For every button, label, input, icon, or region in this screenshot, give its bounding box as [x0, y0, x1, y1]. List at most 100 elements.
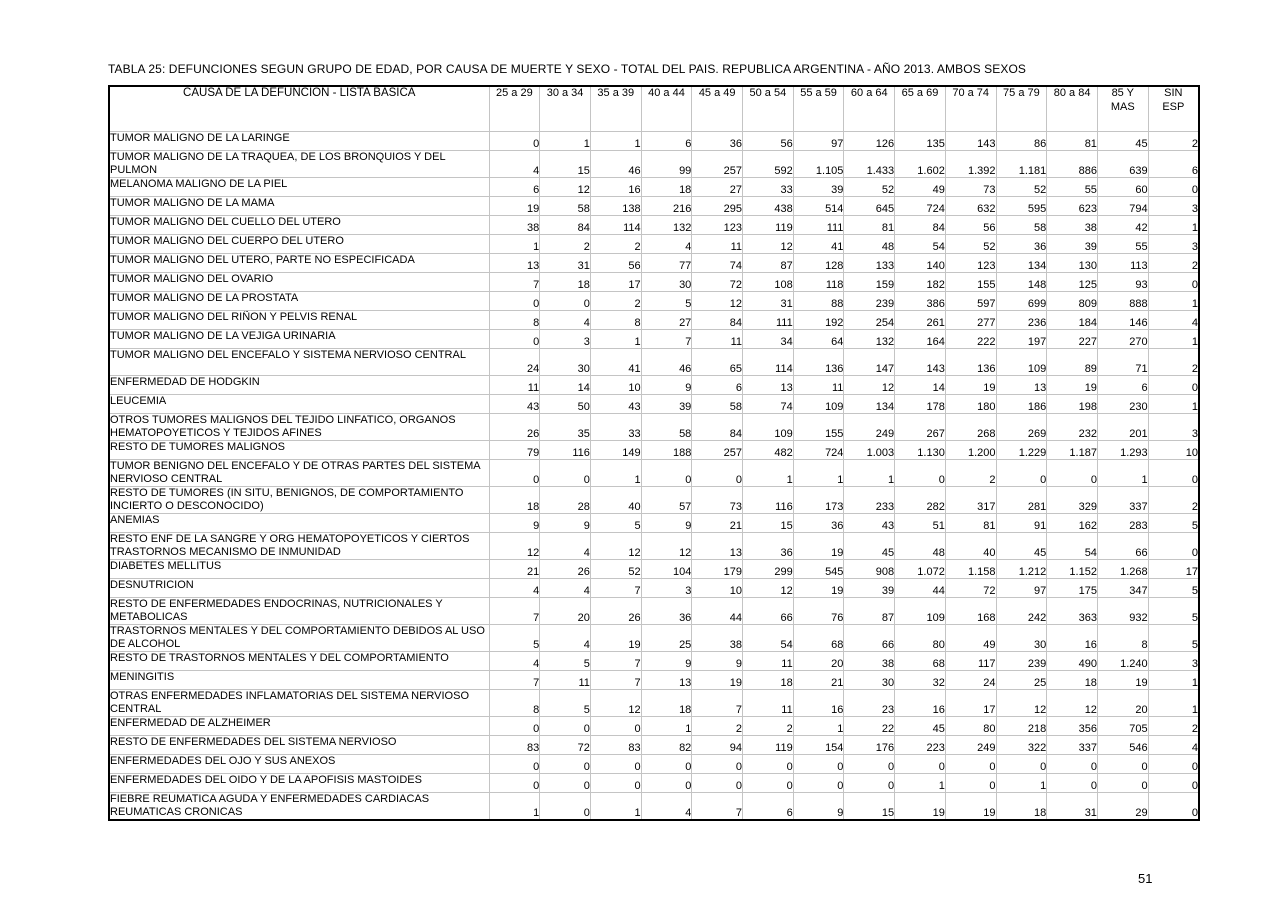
- value-cell: 55: [1046, 177, 1098, 197]
- value-cell: 39: [640, 394, 693, 414]
- value-cell: 11: [539, 670, 591, 690]
- value-cell: 123: [691, 215, 744, 235]
- cause-cell: OTROS TUMORES MALIGNOS DEL TEJIDO LINFAT…: [108, 413, 490, 441]
- age-group-header: 60 a 64: [843, 85, 896, 132]
- value-cell: 33: [742, 177, 794, 197]
- value-cell: 12: [1046, 689, 1098, 717]
- header-row: CAUSA DE LA DEFUNCION - LISTA BASICA 25 …: [108, 85, 1200, 132]
- value-cell: 5: [1147, 597, 1200, 625]
- age-group-header: 55 a 59: [792, 85, 845, 132]
- value-cell: 109: [894, 597, 946, 625]
- value-cell: 89: [1046, 348, 1098, 376]
- value-cell: 4: [539, 532, 591, 560]
- value-cell: 175: [1046, 578, 1098, 598]
- value-cell: 19: [1096, 670, 1149, 690]
- value-cell: 11: [691, 329, 744, 349]
- value-cell: 45: [843, 532, 896, 560]
- table-row: RESTO DE ENFERMEDADES DEL SISTEMA NERVIO…: [108, 735, 1200, 755]
- value-cell: 11: [691, 234, 744, 254]
- value-cell: 36: [792, 513, 845, 533]
- value-cell: 19: [488, 196, 541, 216]
- value-cell: 2: [1147, 348, 1200, 376]
- value-cell: 17: [1147, 559, 1200, 579]
- value-cell: 18: [742, 670, 794, 690]
- value-cell: 25: [995, 670, 1048, 690]
- value-cell: 317: [944, 486, 997, 514]
- value-cell: 42: [1096, 215, 1149, 235]
- value-cell: 0: [1096, 754, 1149, 774]
- value-cell: 201: [1096, 413, 1149, 441]
- value-cell: 111: [742, 310, 794, 330]
- value-cell: 13: [488, 253, 541, 273]
- table-row: TUMOR MALIGNO DEL ENCEFALO Y SISTEMA NER…: [108, 348, 1200, 376]
- value-cell: 20: [539, 597, 591, 625]
- value-cell: 356: [1046, 716, 1098, 736]
- value-cell: 12: [539, 177, 591, 197]
- value-cell: 12: [742, 578, 794, 598]
- cause-column-header: CAUSA DE LA DEFUNCION - LISTA BASICA: [108, 85, 490, 132]
- value-cell: 19: [944, 375, 997, 395]
- value-cell: 592: [742, 150, 794, 178]
- value-cell: 87: [843, 597, 896, 625]
- value-cell: 5: [1147, 624, 1200, 652]
- value-cell: 216: [640, 196, 693, 216]
- table-row: TUMOR MALIGNO DEL CUELLO DEL UTERO 38 84 11…: [108, 215, 1200, 235]
- value-cell: 337: [1096, 486, 1149, 514]
- value-cell: 8: [1096, 624, 1149, 652]
- cause-cell: TUMOR MALIGNO DE LA LARINGE: [108, 131, 490, 151]
- cause-cell: ENFERMEDADES DEL OIDO Y DE LA APOFISIS M…: [108, 773, 490, 793]
- value-cell: 16: [1046, 624, 1098, 652]
- value-cell: 249: [843, 413, 896, 441]
- table-row: TUMOR MALIGNO DE LA TRAQUEA, DE LOS BRON…: [108, 150, 1200, 178]
- value-cell: 0: [488, 131, 541, 151]
- value-cell: 261: [894, 310, 946, 330]
- value-cell: 2: [1147, 253, 1200, 273]
- age-group-header: 65 a 69: [894, 85, 946, 132]
- value-cell: 9: [539, 513, 591, 533]
- value-cell: 136: [792, 348, 845, 376]
- value-cell: 1.130: [894, 440, 946, 460]
- value-cell: 1.602: [894, 150, 946, 178]
- value-cell: 149: [589, 440, 642, 460]
- value-cell: 0: [539, 716, 591, 736]
- value-cell: 4: [1147, 310, 1200, 330]
- table-row: RESTO DE TUMORES (IN SITU, BENIGNOS, DE …: [108, 486, 1200, 514]
- value-cell: 7: [589, 578, 642, 598]
- table-row: OTRAS ENFERMEDADES INFLAMATORIAS DEL SIS…: [108, 689, 1200, 717]
- value-cell: 632: [944, 196, 997, 216]
- value-cell: 126: [843, 131, 896, 151]
- cause-cell: TUMOR MALIGNO DE LA VEJIGA URINARIA: [108, 329, 490, 349]
- value-cell: 140: [894, 253, 946, 273]
- value-cell: 114: [589, 215, 642, 235]
- value-cell: 13: [691, 532, 744, 560]
- table-row: LEUCEMIA 43 50 43 39 58 74 109 134 178 180 186 198 23…: [108, 394, 1200, 414]
- value-cell: 55: [1096, 234, 1149, 254]
- value-cell: 0: [1147, 459, 1200, 487]
- value-cell: 34: [742, 329, 794, 349]
- value-cell: 597: [944, 291, 997, 311]
- value-cell: 38: [691, 624, 744, 652]
- value-cell: 74: [742, 394, 794, 414]
- value-cell: 56: [742, 131, 794, 151]
- table-row: OTROS TUMORES MALIGNOS DEL TEJIDO LINFAT…: [108, 413, 1200, 441]
- value-cell: 12: [640, 532, 693, 560]
- value-cell: 4: [488, 651, 541, 671]
- value-cell: 13: [742, 375, 794, 395]
- value-cell: 84: [691, 413, 744, 441]
- value-cell: 3: [640, 578, 693, 598]
- value-cell: 38: [1046, 215, 1098, 235]
- value-cell: 0: [944, 754, 997, 774]
- value-cell: 5: [488, 624, 541, 652]
- value-cell: 270: [1096, 329, 1149, 349]
- value-cell: 1: [1096, 459, 1149, 487]
- value-cell: 118: [792, 272, 845, 292]
- value-cell: 46: [589, 150, 642, 178]
- cause-cell: TUMOR MALIGNO DE LA MAMA: [108, 196, 490, 216]
- value-cell: 0: [589, 754, 642, 774]
- value-cell: 645: [843, 196, 896, 216]
- value-cell: 269: [995, 413, 1048, 441]
- value-cell: 4: [539, 310, 591, 330]
- value-cell: 26: [589, 597, 642, 625]
- value-cell: 0: [539, 791, 591, 821]
- value-cell: 18: [995, 791, 1048, 821]
